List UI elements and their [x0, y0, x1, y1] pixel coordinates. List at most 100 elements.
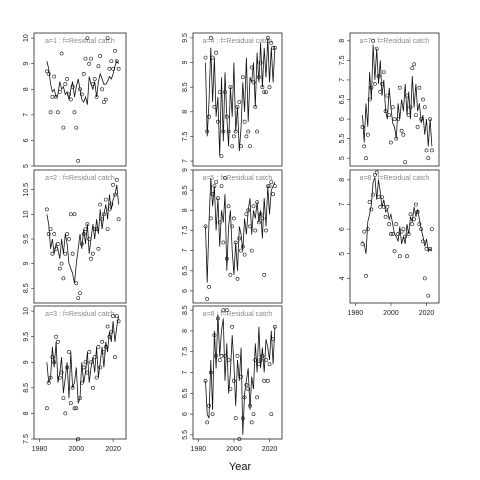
observed-point	[256, 362, 261, 367]
observed-point	[265, 36, 270, 40]
panel-title: a=2 : f=Residual catch	[45, 175, 115, 182]
observed-point	[214, 353, 219, 358]
observed-point	[255, 129, 260, 134]
panel-title: a=4 : f=Residual catch	[203, 38, 273, 45]
observed-point	[235, 105, 240, 109]
observed-point	[74, 125, 79, 130]
observed-point	[208, 36, 213, 40]
observed-point	[89, 256, 93, 261]
observed-point	[385, 93, 390, 98]
observed-point	[68, 212, 73, 217]
observed-point	[248, 144, 252, 149]
observed-point	[59, 370, 64, 375]
y-tick-label: 7	[182, 249, 189, 253]
observed-point	[424, 148, 429, 153]
observed-point	[265, 184, 270, 189]
observed-point	[405, 93, 409, 98]
observed-point	[388, 140, 393, 145]
panel-a2: a=2 : f=Residual catch 8.5 9 9.5 10 10.5	[23, 169, 127, 304]
observed-point	[428, 246, 433, 251]
observed-point	[63, 82, 68, 87]
observed-point	[226, 129, 231, 134]
observed-point	[83, 227, 88, 232]
observed-point	[412, 217, 417, 222]
observed-point	[264, 358, 268, 362]
observed-point	[385, 204, 390, 209]
observed-point	[260, 85, 265, 90]
observed-point	[392, 249, 397, 254]
observed-point	[107, 334, 112, 339]
observed-point	[217, 90, 222, 95]
observed-point	[223, 90, 227, 95]
x-tick-label: 2020	[105, 446, 121, 453]
observed-point	[98, 202, 103, 207]
observed-point	[217, 358, 222, 362]
observed-point	[242, 395, 247, 400]
observed-point	[412, 62, 417, 67]
observed-point	[100, 87, 105, 92]
observed-point	[239, 248, 244, 253]
observed-point	[59, 261, 64, 266]
observed-point	[383, 109, 388, 114]
observed-point	[231, 378, 236, 383]
observed-point	[244, 383, 249, 387]
observed-point	[417, 85, 422, 90]
observed-point	[52, 232, 57, 236]
observed-point	[242, 119, 247, 124]
observed-point	[223, 176, 227, 181]
observed-point	[212, 105, 217, 109]
observed-point	[50, 95, 55, 99]
x-tick-label: 1980	[32, 446, 48, 453]
observed-point	[63, 411, 68, 416]
observed-point	[429, 227, 434, 232]
observed-point	[224, 308, 229, 313]
y-tick-label: 5.5	[339, 134, 346, 144]
observed-point	[100, 217, 105, 222]
panel-a1: a=1 : f=Residual catch 5 6 7 8 9 10	[23, 32, 127, 168]
observed-point	[81, 232, 86, 236]
observed-point	[205, 297, 210, 301]
observed-point	[116, 217, 121, 222]
observed-point	[57, 89, 62, 94]
observed-point	[401, 227, 406, 232]
observed-point	[221, 308, 226, 313]
observed-point	[272, 45, 277, 50]
observed-point	[408, 105, 413, 110]
observed-point	[68, 97, 73, 102]
y-tick-label: 10	[23, 307, 30, 315]
observed-point	[253, 228, 258, 233]
y-tick-label: 8	[23, 411, 30, 415]
panel-title: a=8 : f=Residual catch	[360, 175, 430, 182]
observed-point	[413, 113, 418, 118]
observed-point	[114, 314, 119, 319]
observed-point	[390, 232, 395, 236]
x-tick-label: 2000	[226, 446, 242, 453]
y-tick-label: 7.5	[23, 434, 30, 444]
observed-point	[374, 170, 379, 175]
fitted-line	[205, 37, 276, 157]
observed-point	[369, 85, 374, 90]
observed-point	[52, 74, 57, 79]
observed-point	[205, 420, 210, 425]
panel-frame	[192, 32, 283, 167]
observed-point	[83, 360, 88, 365]
observed-point	[372, 82, 377, 86]
observed-point	[219, 353, 224, 358]
observed-point	[406, 113, 411, 118]
observed-point	[237, 236, 242, 241]
observed-point	[96, 246, 101, 251]
y-tick-label: 7	[182, 370, 189, 374]
observed-point	[242, 252, 247, 257]
observed-point	[102, 212, 106, 217]
observed-point	[68, 401, 73, 406]
observed-point	[399, 128, 404, 133]
observed-point	[109, 329, 114, 334]
observed-point	[208, 216, 213, 221]
observed-point	[224, 114, 229, 119]
y-tick-label: 9	[182, 61, 189, 65]
observed-point	[258, 60, 263, 65]
y-tick-label: 9.5	[182, 33, 189, 43]
observed-point	[240, 75, 245, 80]
observed-point	[46, 232, 51, 236]
observed-point	[91, 82, 95, 87]
